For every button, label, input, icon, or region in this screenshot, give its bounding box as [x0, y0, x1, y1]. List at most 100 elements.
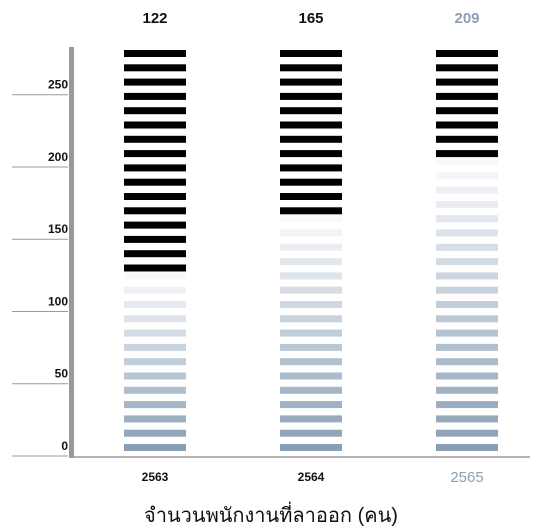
- bar-stripe-empty: [124, 315, 186, 323]
- y-tick-label: 50: [55, 367, 69, 381]
- bar-stripe-filled: [280, 121, 342, 129]
- y-tick-label: 100: [48, 294, 68, 308]
- bar-stripe-empty: [124, 272, 186, 280]
- bar-stripe-empty: [436, 172, 498, 180]
- value-label: 122: [142, 10, 167, 27]
- bar-stripe-filled: [280, 193, 342, 200]
- bar-stripe-empty: [124, 386, 186, 394]
- bar-stripe-empty: [436, 358, 498, 366]
- y-axis-line: [69, 47, 74, 458]
- bar-stripe-empty: [436, 301, 498, 308]
- bar-stripe-filled: [280, 50, 342, 57]
- bar-stripe-filled: [280, 207, 342, 215]
- bar-stripe-empty: [280, 243, 342, 251]
- bar-stripe-empty: [280, 401, 342, 409]
- bar-stripe-empty: [280, 258, 342, 266]
- bar-stripe-empty: [280, 229, 342, 237]
- y-tick-label: 150: [48, 222, 68, 236]
- bar-stripe-filled: [280, 78, 342, 86]
- bar-stripe-empty: [436, 372, 498, 380]
- bar-stripe-filled: [124, 78, 186, 86]
- bar-stripe-empty: [280, 301, 342, 308]
- bar-stripe-filled: [436, 78, 498, 86]
- category-label: 2563: [142, 470, 169, 484]
- bar-stripe-empty: [124, 372, 186, 380]
- bar-stripe-empty: [280, 315, 342, 323]
- bar-stripe-filled: [280, 178, 342, 186]
- bar-stripe-filled: [124, 264, 186, 272]
- bar-stripe-empty: [436, 444, 498, 451]
- bar-2564: [280, 50, 342, 451]
- bar-stripe-filled: [124, 92, 186, 100]
- bar-stripe-filled: [436, 92, 498, 100]
- bars: [124, 50, 498, 451]
- bar-stripe-empty: [436, 315, 498, 323]
- bar-stripe-empty: [124, 444, 186, 451]
- bar-stripe-empty: [124, 429, 186, 437]
- value-label: 209: [454, 10, 479, 27]
- bar-stripe-empty: [436, 186, 498, 194]
- bar-stripe-empty: [436, 343, 498, 351]
- category-label: 2564: [298, 470, 325, 484]
- y-tick-label: 250: [48, 78, 68, 92]
- bar-stripe-filled: [280, 92, 342, 100]
- bar-stripe-empty: [436, 329, 498, 337]
- bar-stripe-filled: [124, 150, 186, 158]
- bar-stripe-filled: [280, 150, 342, 158]
- bar-stripe-empty: [280, 329, 342, 337]
- bar-stripe-filled: [280, 64, 342, 72]
- bar-stripe-empty: [124, 401, 186, 409]
- bar-stripe-filled: [124, 250, 186, 258]
- bar-stripe-empty: [124, 329, 186, 337]
- bar-stripe-empty: [436, 200, 498, 208]
- category-label: 2565: [450, 469, 483, 486]
- bar-stripe-empty: [280, 372, 342, 380]
- bar-stripe-empty: [280, 286, 342, 294]
- bar-stripe-filled: [436, 121, 498, 129]
- bar-stripe-empty: [124, 358, 186, 366]
- bar-stripe-empty: [124, 343, 186, 351]
- y-axis-ticks: 0 50 100 150 200 250: [12, 78, 69, 457]
- bar-stripe-filled: [436, 107, 498, 115]
- bar-stripe-empty: [280, 415, 342, 423]
- bar-stripe-empty: [436, 258, 498, 266]
- labels: 122 2563 165 2564 209 2565: [142, 10, 484, 486]
- bar-stripe-empty: [436, 158, 498, 165]
- bar-stripe-filled: [124, 178, 186, 186]
- bar-stripe-filled: [124, 50, 186, 57]
- bar-stripe-filled: [124, 193, 186, 200]
- bar-stripe-empty: [436, 215, 498, 223]
- bar-stripe-filled: [124, 221, 186, 229]
- bar-stripe-empty: [436, 286, 498, 294]
- bar-stripe-filled: [124, 207, 186, 215]
- bar-stripe-filled: [280, 135, 342, 143]
- bar-stripe-empty: [436, 272, 498, 280]
- bar-stripe-filled: [124, 121, 186, 129]
- bar-2565: [436, 50, 498, 451]
- bar-stripe-empty: [280, 358, 342, 366]
- bar-stripe-empty: [124, 415, 186, 423]
- bar-stripe-filled: [436, 135, 498, 143]
- bar-stripe-filled: [124, 64, 186, 72]
- bar-stripe-filled: [124, 107, 186, 115]
- bar-stripe-empty: [280, 343, 342, 351]
- bar-stripe-empty: [280, 429, 342, 437]
- bar-stripe-empty: [124, 301, 186, 308]
- bar-stripe-filled: [280, 107, 342, 115]
- bar-2563: [124, 50, 186, 451]
- bar-stripe-filled: [280, 164, 342, 172]
- x-axis-title: จำนวนพนักงานที่ลาออก (คน): [144, 501, 398, 527]
- bar-stripe-empty: [280, 444, 342, 451]
- bar-stripe-filled: [124, 135, 186, 143]
- bar-stripe-empty: [436, 401, 498, 409]
- bar-stripe-filled: [436, 64, 498, 72]
- bar-stripe-filled: [436, 50, 498, 57]
- y-tick-label: 0: [61, 439, 68, 453]
- bar-stripe-empty: [280, 386, 342, 394]
- bar-stripe-empty: [436, 429, 498, 437]
- bar-stripe-empty: [436, 229, 498, 237]
- bar-stripe-filled: [124, 164, 186, 172]
- bar-stripe-filled: [436, 150, 498, 158]
- bar-stripe-empty: [436, 243, 498, 251]
